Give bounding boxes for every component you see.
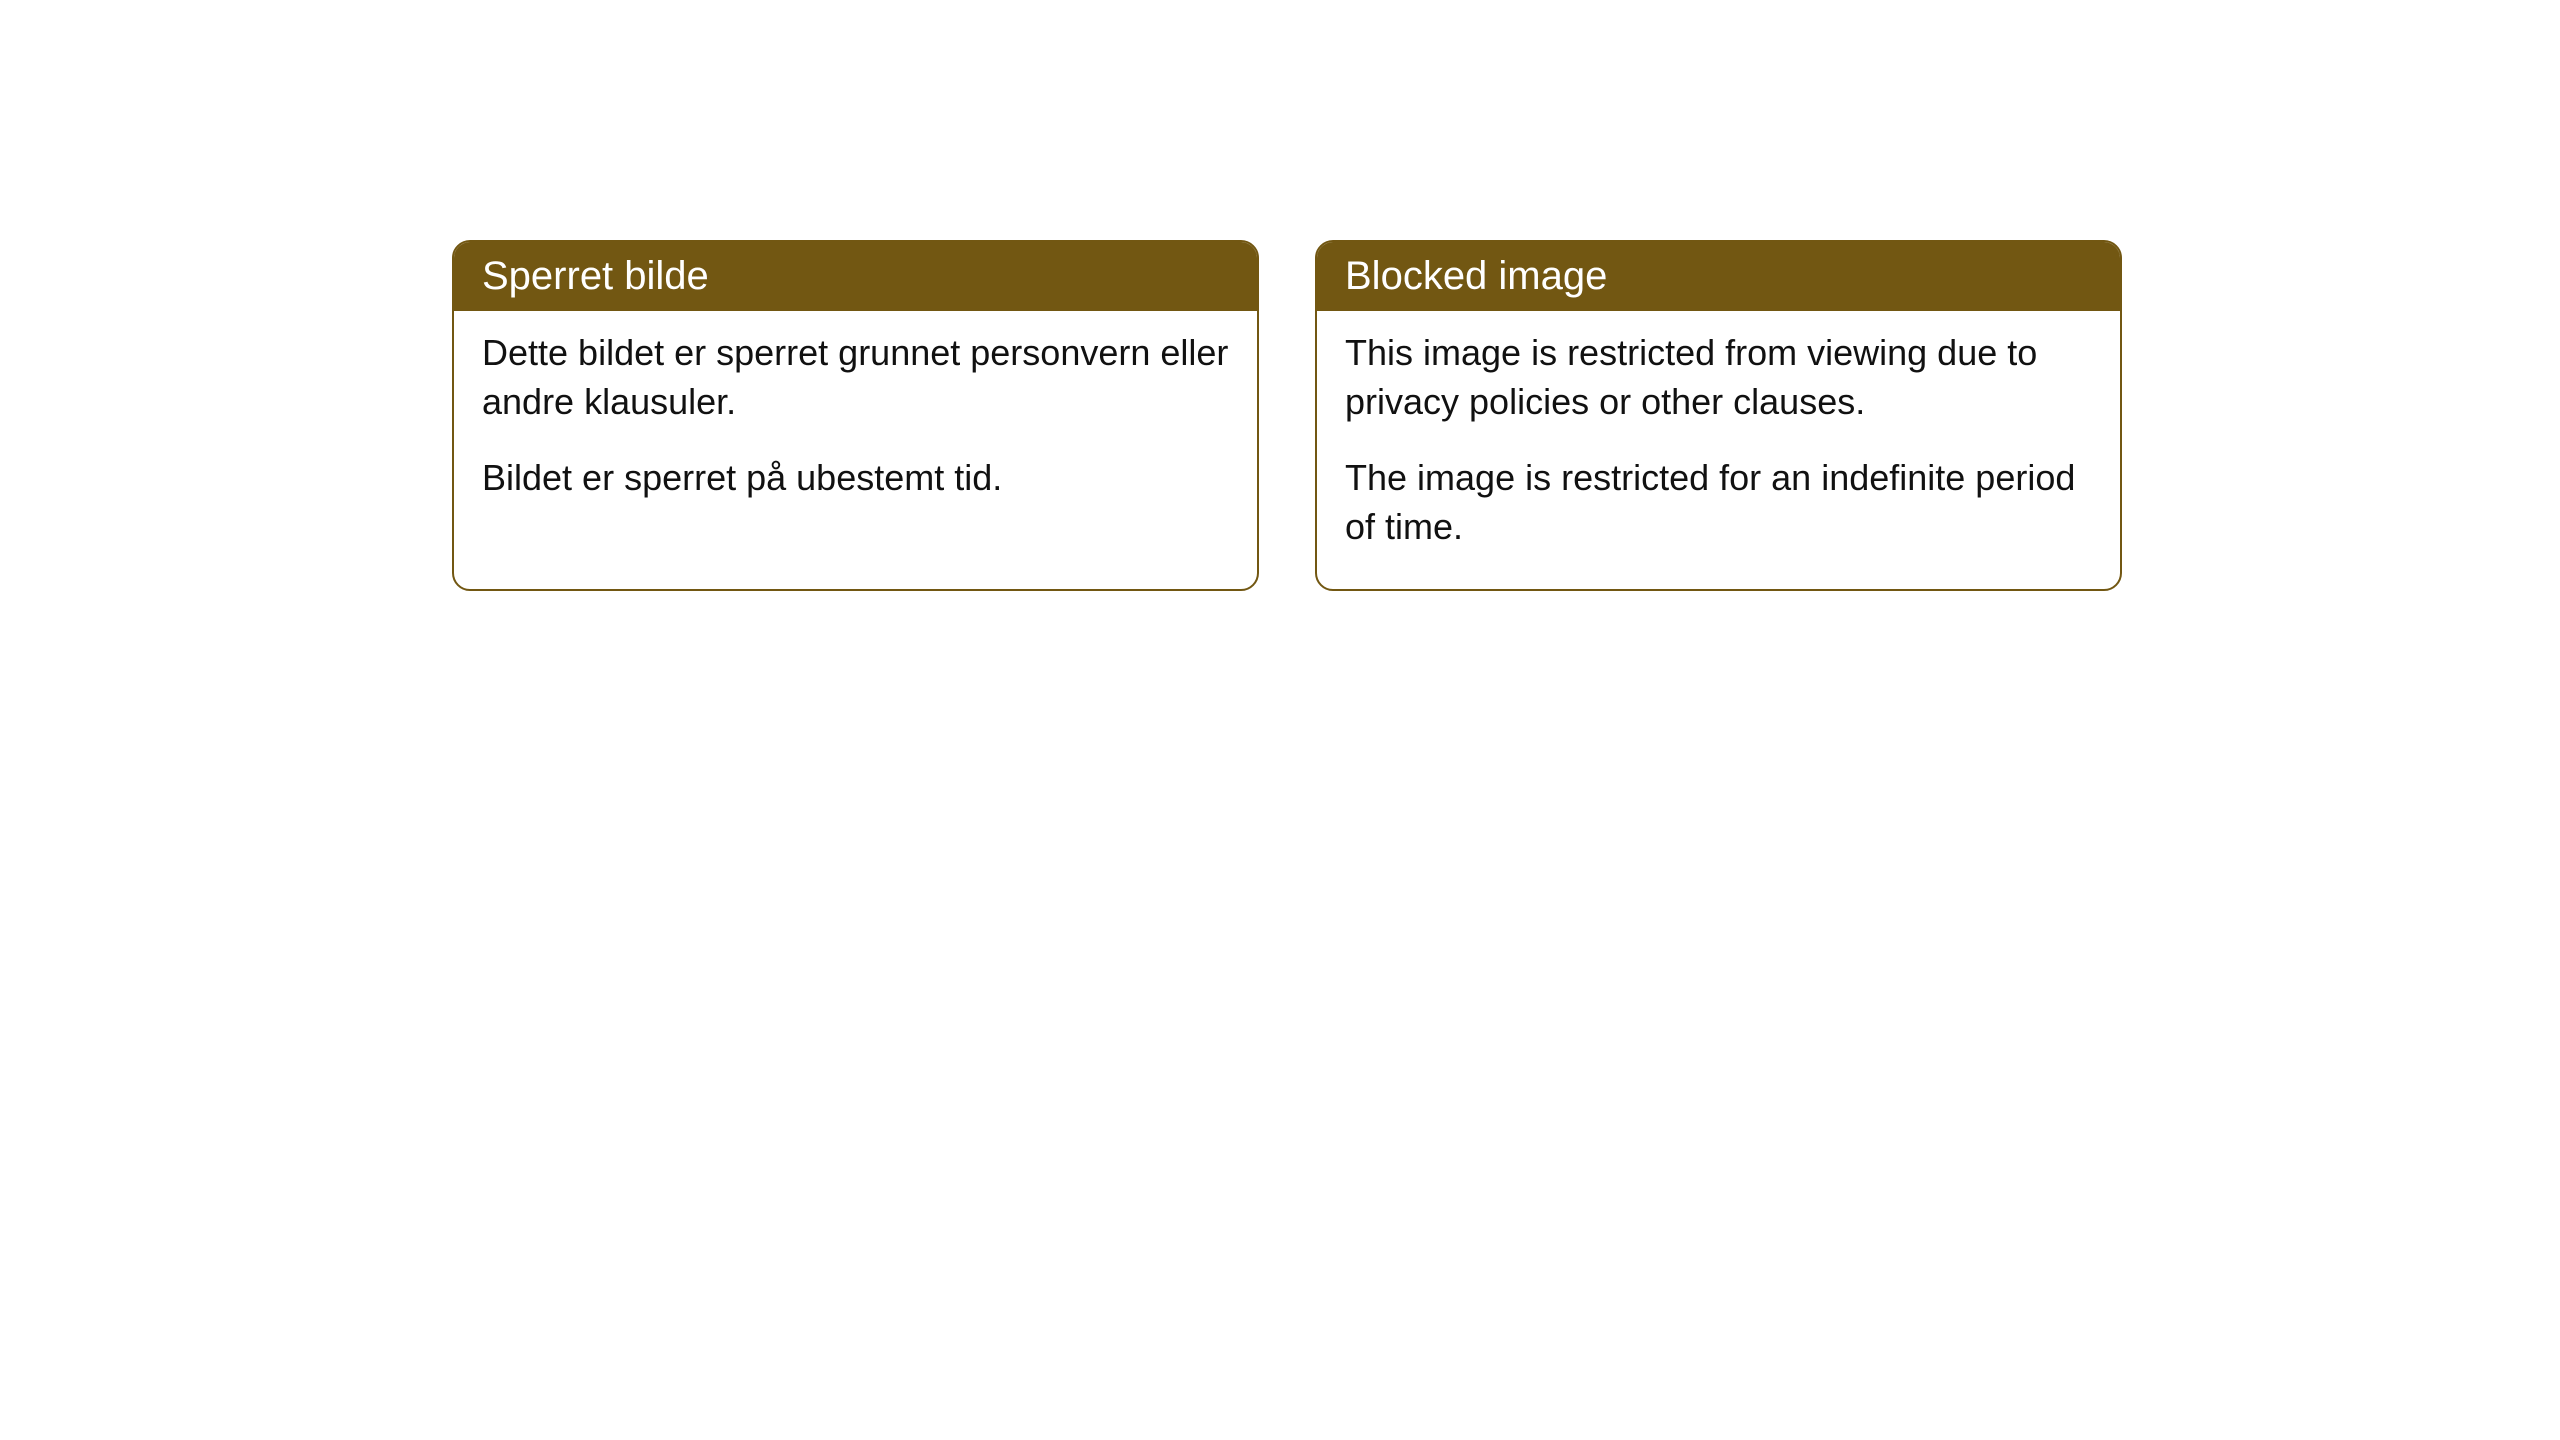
notice-container: Sperret bilde Dette bildet er sperret gr… [452,240,2122,591]
notice-header-norwegian: Sperret bilde [454,242,1257,311]
notice-card-english: Blocked image This image is restricted f… [1315,240,2122,591]
notice-paragraph-1-norwegian: Dette bildet er sperret grunnet personve… [482,329,1229,426]
notice-title-english: Blocked image [1345,254,1607,298]
notice-card-norwegian: Sperret bilde Dette bildet er sperret gr… [452,240,1259,591]
notice-body-norwegian: Dette bildet er sperret grunnet personve… [454,311,1257,541]
notice-paragraph-2-norwegian: Bildet er sperret på ubestemt tid. [482,454,1229,503]
notice-body-english: This image is restricted from viewing du… [1317,311,2120,589]
notice-paragraph-2-english: The image is restricted for an indefinit… [1345,454,2092,551]
notice-title-norwegian: Sperret bilde [482,254,709,298]
notice-header-english: Blocked image [1317,242,2120,311]
notice-paragraph-1-english: This image is restricted from viewing du… [1345,329,2092,426]
